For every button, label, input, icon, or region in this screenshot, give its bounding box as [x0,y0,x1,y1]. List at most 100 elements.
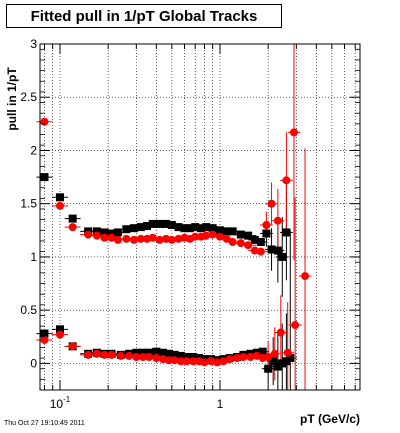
data-point-circle [283,348,292,357]
chart-title-box: Fitted pull in 1/pT Global Tracks [6,4,282,28]
data-point-circle [55,201,64,210]
data-point-square [273,246,282,255]
data-point-square [244,231,253,240]
data-point-circle [262,220,271,229]
data-point-circle [200,358,209,367]
data-point-circle [174,234,183,243]
data-point-square [68,214,77,223]
data-point-square [191,223,200,232]
data-point-circle [244,241,253,250]
data-point-circle [236,239,245,248]
data-point-square [286,354,295,363]
data-point-circle [107,233,116,242]
data-point-square [162,219,171,228]
data-point-square [113,228,122,237]
data-point-circle [267,199,276,208]
data-point-square [202,223,211,232]
error-bars [36,44,312,390]
data-point-circle [84,350,93,359]
data-point-circle [92,231,101,240]
data-point-square [174,223,183,232]
data-point-circle [132,352,141,361]
data-point-circle [84,230,93,239]
data-point-circle [116,351,125,360]
data-point-circle [176,357,185,366]
data-point-circle [256,247,265,256]
y-tick-label: 0.5 [20,303,37,317]
data-point-circle [148,233,157,242]
data-point-square [228,227,237,236]
data-point-square [55,325,64,334]
axes: 0 0.5 1 1.5 2 2.5 3 10-1 1 [20,37,361,411]
data-point-circle [233,354,242,363]
data-point-circle [55,330,64,339]
data-point-square [167,220,176,229]
data-point-circle [228,238,237,247]
data-point-circle [152,354,161,363]
data-point-circle [264,352,273,361]
data-point-square [264,364,273,373]
data-point-circle [170,356,179,365]
data-point-square [196,224,205,233]
data-point-circle [40,117,49,126]
data-point-circle [144,352,153,361]
data-point-circle [215,232,224,241]
data-point-square [138,348,147,357]
data-point-square [170,350,179,359]
data-point-circle [68,342,77,351]
data-point-circle [100,350,109,359]
data-point-circle [136,234,145,243]
data-point-square [256,238,265,247]
data-point-circle [68,223,77,232]
data-point-circle [282,176,291,185]
data-point-circle [208,230,217,239]
data-point-square [189,352,198,361]
data-point-square [55,193,64,202]
data-point-square [40,329,49,338]
data-point-circle [246,352,255,361]
data-point-circle [191,232,200,241]
data-point-circle [207,357,216,366]
chart-title: Fitted pull in 1/pT Global Tracks [30,7,258,25]
data-point-square [278,252,287,261]
data-point-square [258,347,267,356]
data-point-square [186,224,195,233]
data-point-circle [40,335,49,344]
data-point-square [92,227,101,236]
data-point-square [215,226,224,235]
data-point-square [107,229,116,238]
data-point-square [155,219,164,228]
data-point-square [282,228,291,237]
data-point-square [278,359,287,368]
data-point-square [129,224,138,233]
data-point-square [176,351,185,360]
data-point-square [143,222,152,231]
data-point-circle [122,234,131,243]
data-point-circle [219,357,228,366]
data-point-circle [164,356,173,365]
data-point-square [164,349,173,358]
data-point-square [267,245,276,254]
x-tick-label: 1 [217,397,224,411]
data-markers [40,117,310,373]
data-point-circle [100,233,109,242]
data-point-circle [158,355,167,364]
data-point-circle [182,357,191,366]
data-point-circle [92,349,101,358]
data-point-circle [225,355,234,364]
y-tick-label: 0 [30,356,37,370]
y-tick-label: 2.5 [20,90,37,104]
data-point-circle [289,128,298,137]
data-point-circle [213,358,222,367]
data-point-square [122,225,131,234]
data-point-square [136,223,145,232]
data-point-circle [273,216,282,225]
data-point-circle [301,272,310,281]
y-tick-label: 1.5 [20,197,37,211]
y-tick-label: 3 [30,37,37,51]
data-point-square [132,348,141,357]
x-axis-label: pT (GeV/c) [299,412,360,426]
data-point-square [262,229,271,238]
data-point-circle [276,328,285,337]
data-point-square [269,357,278,366]
